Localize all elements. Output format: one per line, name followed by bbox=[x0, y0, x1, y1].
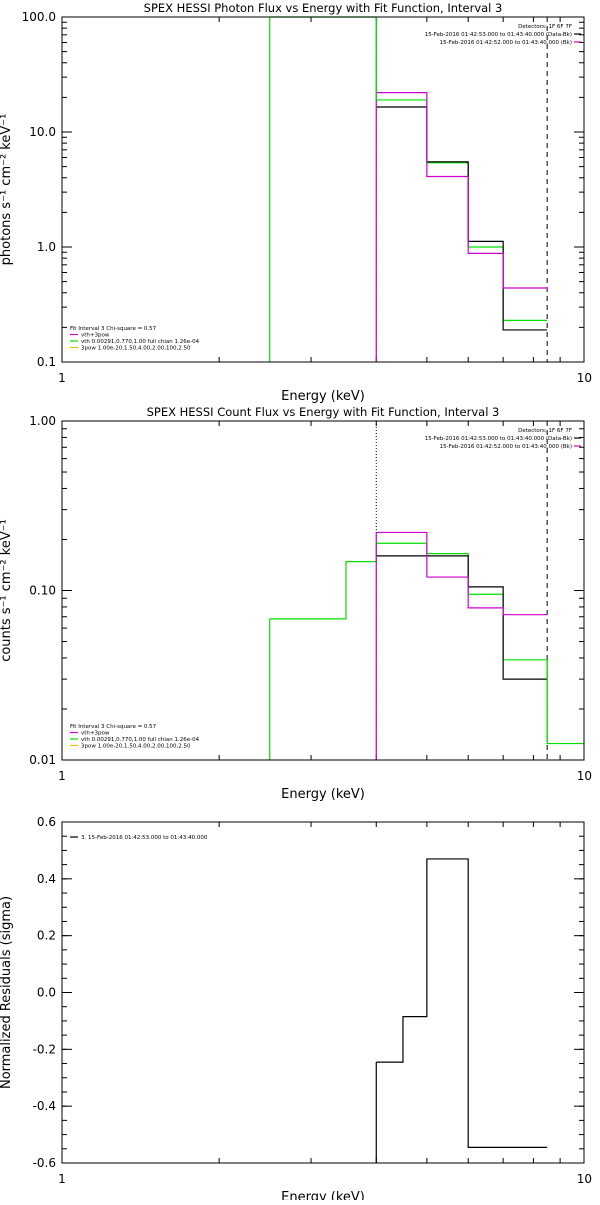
y-tick-label: 0.0 bbox=[37, 986, 56, 1000]
series-step-line-3 bbox=[376, 531, 548, 616]
x-tick-label: 1 bbox=[58, 769, 66, 783]
legend-detectors: Detectors: 1F 6F 7F bbox=[518, 428, 572, 434]
series-step-line-1 bbox=[269, 16, 548, 322]
x-tick-label: 1 bbox=[58, 371, 66, 385]
legend-entry-label: vth+3pow bbox=[81, 333, 110, 339]
x-axis-title: Energy (keV) bbox=[281, 389, 365, 404]
chart-panel-1: SPEX HESSI Photon Flux vs Energy with Fi… bbox=[0, 1, 592, 404]
y-tick-label: -0.4 bbox=[33, 1099, 56, 1113]
legend-detectors: Detectors: 1F 6F 7F bbox=[518, 24, 572, 30]
x-tick-label: 1 bbox=[58, 1172, 66, 1186]
y-tick-label: 0.1 bbox=[37, 355, 56, 369]
legend-entry-label: vth+3pow bbox=[81, 731, 110, 737]
y-axis-title: counts s⁻¹ cm⁻² keV⁻¹ bbox=[0, 519, 14, 662]
legend-fit-header: Fit Interval 3 Chi-square = 0.57 bbox=[70, 326, 157, 332]
plot-frame bbox=[61, 16, 585, 363]
y-axis-title: Normalized Residuals (sigma) bbox=[0, 896, 14, 1089]
series-step-line-3 bbox=[376, 92, 548, 289]
plot-frame bbox=[61, 420, 585, 761]
y-tick-label: 0.10 bbox=[29, 584, 56, 598]
legend-entry-label: 3pow 1.00e-20,1.50,4.00,2.00,100,2.50 bbox=[81, 346, 191, 352]
y-tick-label: 10.0 bbox=[29, 125, 56, 139]
x-tick-label: 10 bbox=[577, 769, 592, 783]
y-tick-label: 0.6 bbox=[37, 815, 56, 829]
legend-fit-header: Fit Interval 3 Chi-square = 0.57 bbox=[70, 724, 157, 730]
y-tick-label: 0.4 bbox=[37, 872, 56, 886]
x-axis-title: Energy (keV) bbox=[281, 1190, 365, 1200]
series-step-line-2 bbox=[376, 555, 548, 680]
y-tick-label: 1.0 bbox=[37, 240, 56, 254]
y-tick-label: 1.00 bbox=[29, 414, 56, 428]
series-step-line-2 bbox=[376, 106, 548, 331]
plot-frame bbox=[61, 821, 585, 1164]
y-tick-label: 0.01 bbox=[29, 753, 56, 767]
legend-entry-label: 3. 15-Feb-2016 01:42:53.000 to 01:43:40.… bbox=[81, 835, 208, 841]
y-tick-label: 100.0 bbox=[22, 10, 56, 24]
x-axis-title: Energy (keV) bbox=[281, 787, 365, 802]
y-tick-label: -0.2 bbox=[33, 1042, 56, 1056]
x-tick-label: 10 bbox=[577, 371, 592, 385]
x-tick-label: 10 bbox=[577, 1172, 592, 1186]
legend-entry-label: vth 0.00291,0.770,1.00 full chian 1.26e-… bbox=[81, 339, 200, 345]
legend-entry-label: 3pow 1.00e-20,1.50,4.00,2.00,100,2.50 bbox=[81, 744, 191, 750]
chart-title: SPEX HESSI Count Flux vs Energy with Fit… bbox=[147, 405, 500, 419]
series-step-line-1 bbox=[376, 858, 548, 1148]
y-axis-title: photons s⁻¹ cm⁻² keV⁻¹ bbox=[0, 114, 14, 266]
legend-entry-label: vth 0.00291,0.770,1.00 full chian 1.26e-… bbox=[81, 737, 200, 743]
legend-entry-label: 15-Feb-2016 01:42:52.000 to 01:43:40.000… bbox=[440, 444, 572, 450]
chart-panel-2: SPEX HESSI Count Flux vs Energy with Fit… bbox=[0, 405, 592, 802]
y-tick-label: 0.2 bbox=[37, 929, 56, 943]
legend-entry-label: 15-Feb-2016 01:42:53.000 to 01:43:40.000… bbox=[425, 436, 572, 442]
chart-title: SPEX HESSI Photon Flux vs Energy with Fi… bbox=[144, 1, 503, 15]
legend-entry-label: 15-Feb-2016 01:42:53.000 to 01:43:40.000… bbox=[425, 32, 572, 38]
legend-entry-label: 15-Feb-2016 01:42:52.000 to 01:43:40.000… bbox=[440, 40, 572, 46]
chart-panel-3: 1 10 -0.6 -0.4 -0.2 0.0 0.2 0.4 0.6 Energy (keV) N… bbox=[0, 815, 592, 1205]
y-tick-label: -0.6 bbox=[33, 1156, 56, 1170]
